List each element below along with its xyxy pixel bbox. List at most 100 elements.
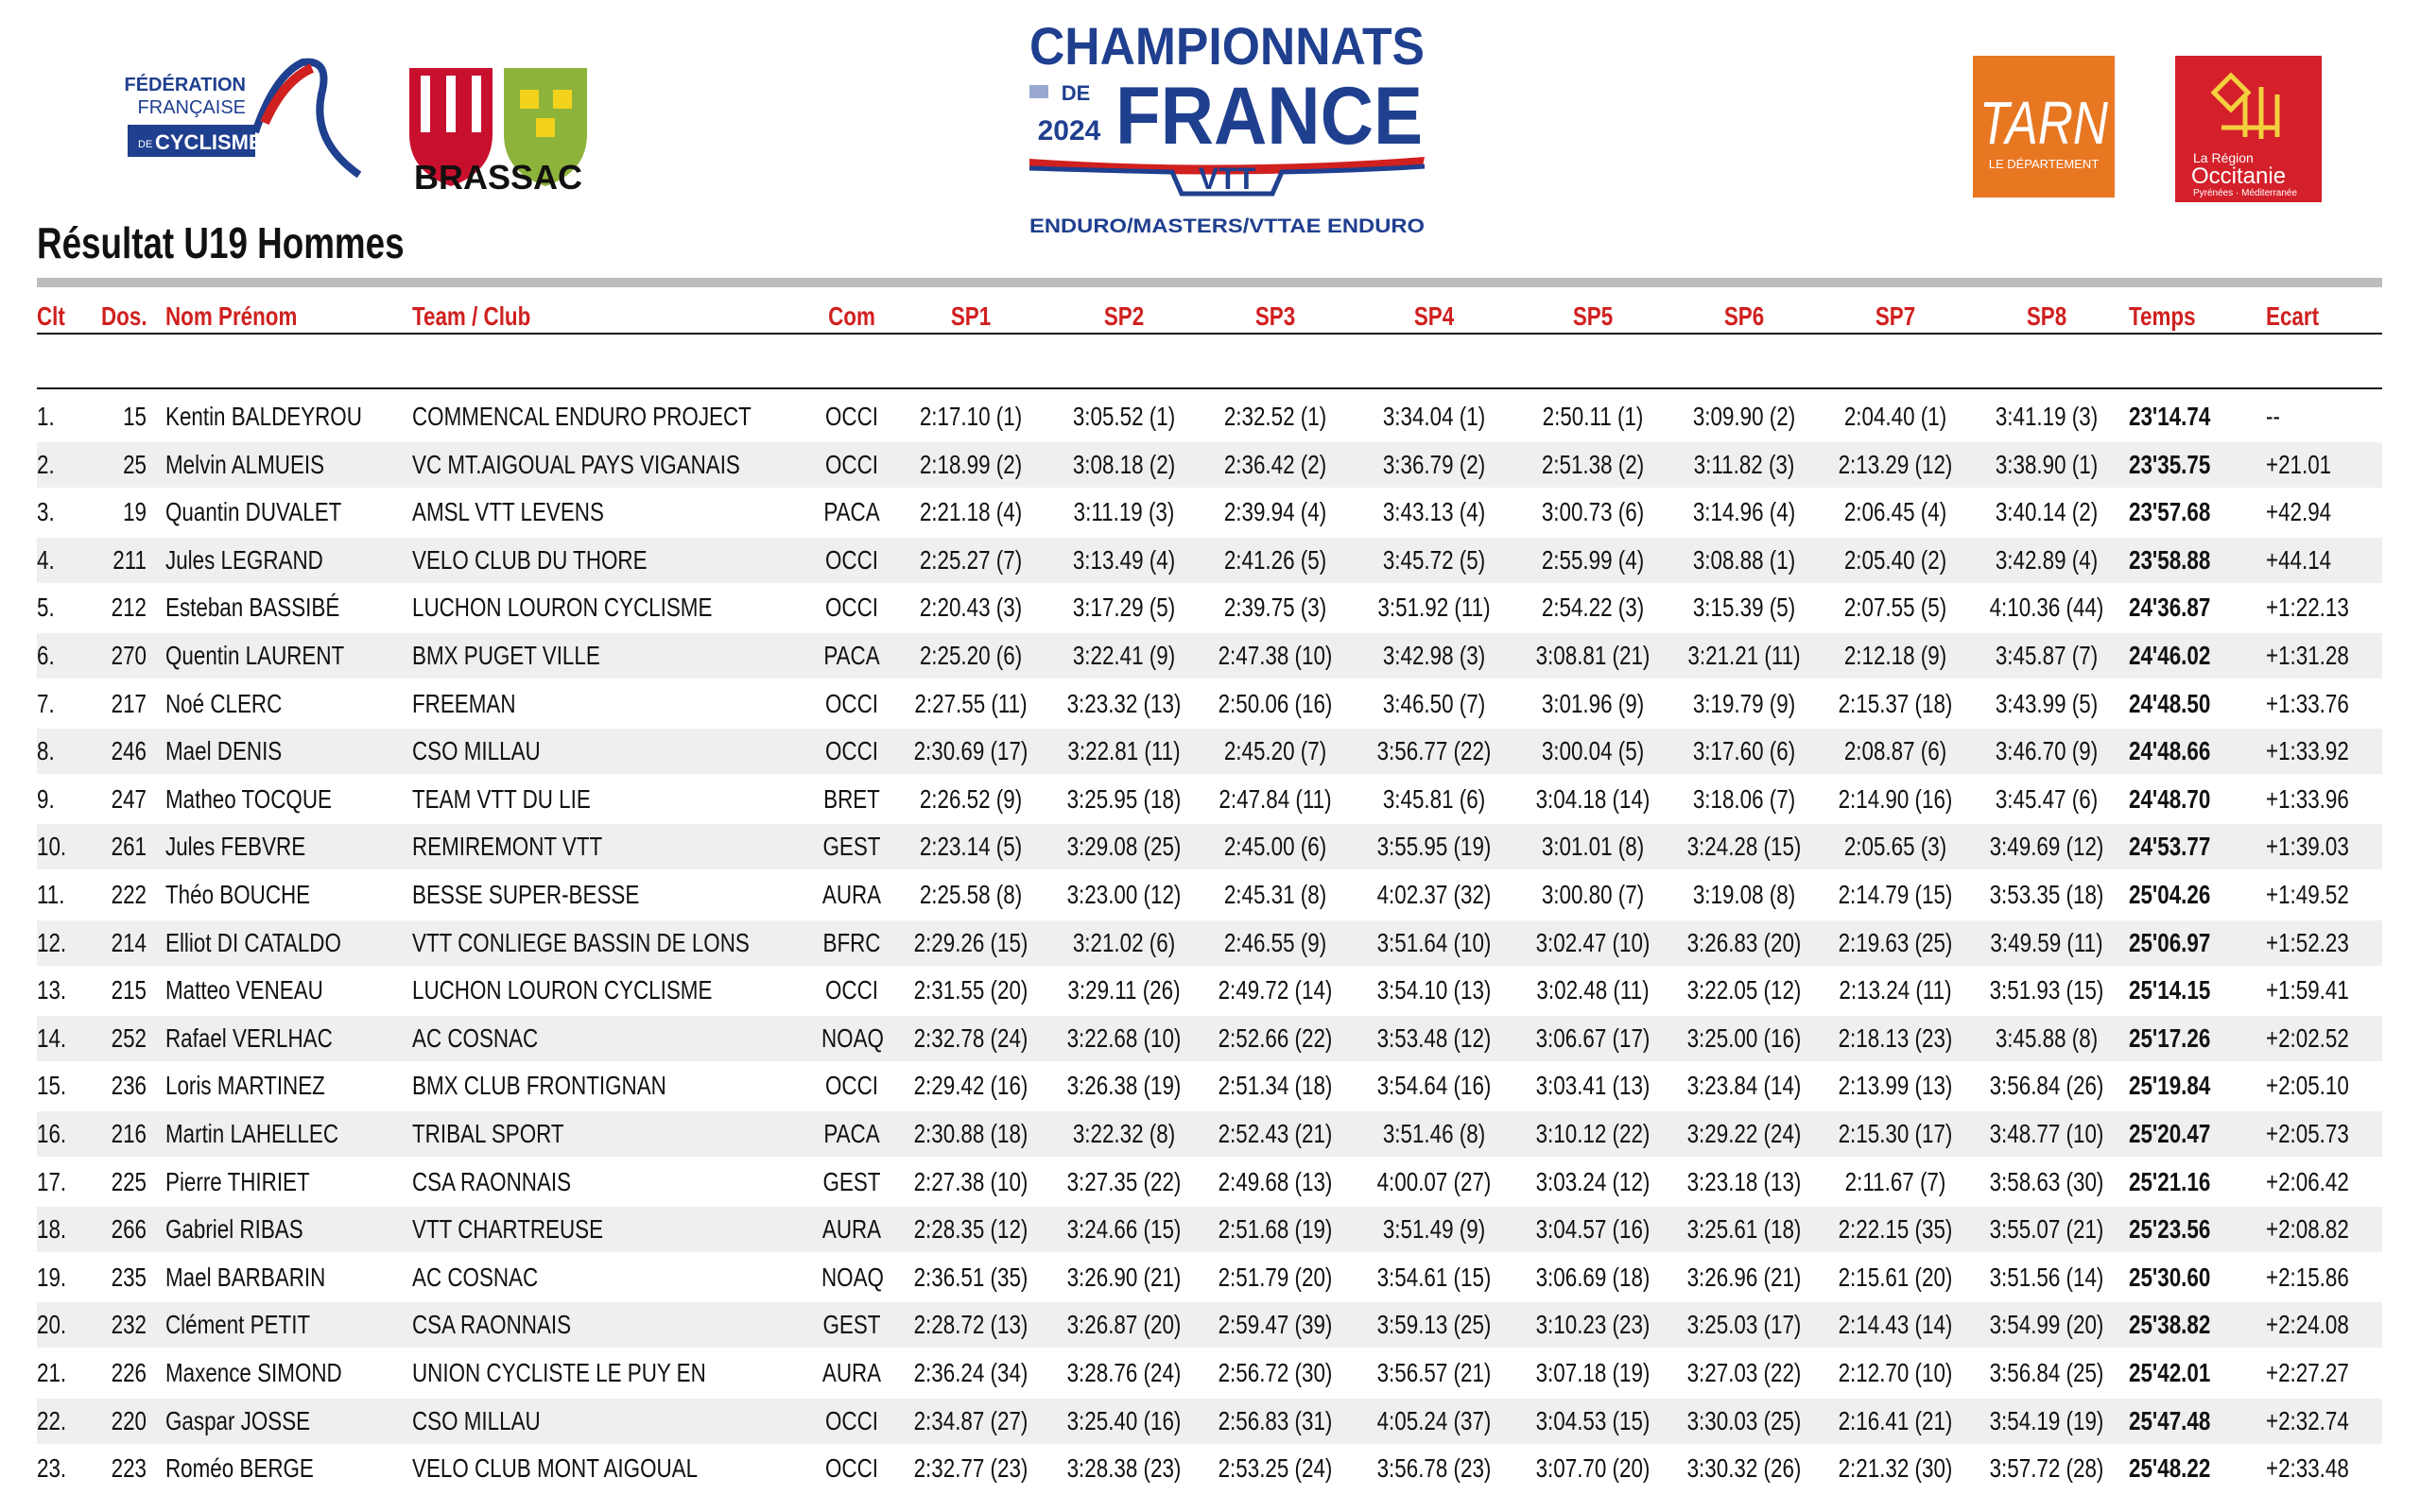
table-cell: 4:00.07 (27) xyxy=(1376,1166,1492,1196)
table-cell: AURA xyxy=(821,1214,882,1245)
table-cell: 3:22.05 (12) xyxy=(1686,975,1802,1005)
table-cell: 3:08.81 (21) xyxy=(1535,641,1651,670)
column-header: SP4 xyxy=(1413,301,1455,331)
table-cell: 3:26.83 (20) xyxy=(1686,927,1802,957)
table-cell: 2:56.83 (31) xyxy=(1218,1405,1333,1435)
table-cell: 3:23.18 (13) xyxy=(1686,1166,1802,1196)
table-cell: 2:36.24 (34) xyxy=(913,1358,1028,1387)
table-cell: 2:49.68 (13) xyxy=(1218,1166,1333,1196)
table-cell: 3:22.68 (10) xyxy=(1066,1022,1182,1053)
table-cell: 25'48.22 xyxy=(2129,1453,2211,1484)
column-header: SP7 xyxy=(1875,301,1916,331)
table-cell: 23'14.74 xyxy=(2129,402,2211,431)
table-cell: 2:55.99 (4) xyxy=(1541,544,1645,575)
table-cell: 2:47.84 (11) xyxy=(1219,783,1332,814)
table-cell: 3:41.19 (3) xyxy=(1995,402,2099,431)
table-cell: +1:59.41 xyxy=(2266,975,2349,1005)
table-cell: 3:14.96 (4) xyxy=(1692,497,1796,527)
table-cell: +2:02.52 xyxy=(2266,1022,2349,1053)
table-cell: NOAQ xyxy=(821,1262,884,1292)
table-cell: TRIBAL SPORT xyxy=(412,1119,564,1148)
table-cell: 3:56.78 (23) xyxy=(1376,1453,1492,1484)
row-band xyxy=(37,1111,2382,1157)
table-cell: 3:48.77 (10) xyxy=(1989,1119,2104,1148)
table-cell: OCCI xyxy=(825,1405,878,1435)
table-cell: 3:10.23 (23) xyxy=(1535,1310,1651,1340)
table-cell: 9. xyxy=(37,783,55,814)
event-text: FRANCE xyxy=(1115,71,1423,162)
table-cell: 4:02.37 (32) xyxy=(1376,880,1492,909)
table-cell: 2:46.55 (9) xyxy=(1223,927,1327,957)
table-cell: 3:53.35 (18) xyxy=(1989,880,2104,909)
table-cell: 2:21.18 (4) xyxy=(919,497,1023,527)
table-cell: Pierre THIRIET xyxy=(165,1166,310,1196)
table-cell: 24'46.02 xyxy=(2129,641,2211,670)
table-cell: OCCI xyxy=(825,449,878,479)
table-cell: 2:45.20 (7) xyxy=(1223,736,1327,766)
table-cell: AC COSNAC xyxy=(412,1022,539,1053)
table-cell: 3:29.08 (25) xyxy=(1066,832,1182,862)
row-band xyxy=(37,919,2382,966)
table-cell: 3:43.99 (5) xyxy=(1995,688,2099,718)
table-cell: 2:45.31 (8) xyxy=(1223,880,1327,909)
occitanie-text: La Région xyxy=(2193,150,2254,165)
table-cell: 2:17.10 (1) xyxy=(919,402,1023,431)
table-cell: 3:45.87 (7) xyxy=(1995,641,2099,670)
table-cell: 3:51.56 (14) xyxy=(1989,1262,2104,1292)
table-cell: 7. xyxy=(37,688,55,718)
column-header: SP3 xyxy=(1254,301,1296,331)
table-cell: 3:45.88 (8) xyxy=(1995,1022,2099,1053)
header-logos: FÉDÉRATION FRANÇAISE DE CYCLISME BRASSAC… xyxy=(124,16,2322,237)
table-cell: 3:46.70 (9) xyxy=(1995,736,2099,766)
table-cell: 25'21.16 xyxy=(2129,1166,2211,1196)
table-cell: 3:55.95 (19) xyxy=(1376,832,1492,862)
table-cell: CSA RAONNAIS xyxy=(412,1166,572,1196)
table-cell: 2:13.99 (13) xyxy=(1838,1071,1953,1101)
table-cell: 3:29.22 (24) xyxy=(1686,1119,1802,1148)
table-cell: 225 xyxy=(111,1166,147,1196)
column-header: Clt xyxy=(37,301,65,331)
table-cell: Maxence SIMOND xyxy=(165,1358,342,1387)
table-cell: 3. xyxy=(37,497,55,527)
row-band xyxy=(37,441,2382,488)
table-cell: 2:54.22 (3) xyxy=(1541,593,1645,623)
table-cell: 2:15.61 (20) xyxy=(1838,1262,1953,1292)
row-band xyxy=(37,1398,2382,1444)
table-cell: 10. xyxy=(37,832,67,862)
table-cell: 5. xyxy=(37,593,55,623)
table-cell: 2:59.47 (39) xyxy=(1218,1310,1333,1340)
occitanie-text: Pyrénées · Méditerranée xyxy=(2193,188,2297,198)
table-cell: 220 xyxy=(111,1405,147,1435)
table-cell: 3:45.47 (6) xyxy=(1995,783,2099,814)
table-cell: 3:51.92 (11) xyxy=(1377,593,1491,623)
table-cell: 3:17.60 (6) xyxy=(1692,736,1796,766)
table-cell: Théo BOUCHE xyxy=(165,880,311,909)
table-cell: 11. xyxy=(37,880,65,909)
table-cell: Jules FEBVRE xyxy=(165,832,306,862)
table-cell: +1:31.28 xyxy=(2266,641,2349,670)
table-cell: 3:27.03 (22) xyxy=(1686,1358,1802,1387)
table-cell: +2:05.10 xyxy=(2266,1071,2349,1101)
table-cell: Noé CLERC xyxy=(165,688,283,718)
table-cell: 3:38.90 (1) xyxy=(1995,449,2099,479)
table-cell: +1:33.96 xyxy=(2266,783,2349,814)
table-cell: +2:05.73 xyxy=(2266,1119,2349,1148)
occitanie-text: Occitanie xyxy=(2191,163,2286,189)
table-cell: 3:56.77 (22) xyxy=(1376,736,1492,766)
tarn-text: TARN xyxy=(1979,89,2109,157)
table-cell: 2:21.32 (30) xyxy=(1838,1453,1953,1484)
table-cell: 2:08.87 (6) xyxy=(1843,736,1947,766)
table-cell: 25'04.26 xyxy=(2129,880,2211,909)
table-cell: VELO CLUB DU THORE xyxy=(412,544,648,575)
table-cell: REMIREMONT VTT xyxy=(412,832,603,862)
table-cell: 2:47.38 (10) xyxy=(1218,641,1333,670)
table-cell: CSA RAONNAIS xyxy=(412,1310,572,1340)
table-cell: 3:00.80 (7) xyxy=(1541,880,1645,909)
ffc-text: CYCLISME xyxy=(155,130,263,154)
table-cell: +21.01 xyxy=(2266,449,2332,479)
table-cell: VTT CONLIEGE BASSIN DE LONS xyxy=(412,927,750,957)
table-cell: 2:50.06 (16) xyxy=(1218,688,1333,718)
table-cell: 2:56.72 (30) xyxy=(1218,1358,1333,1387)
table-cell: PACA xyxy=(823,497,880,527)
table-cell: Quantin DUVALET xyxy=(165,497,342,527)
